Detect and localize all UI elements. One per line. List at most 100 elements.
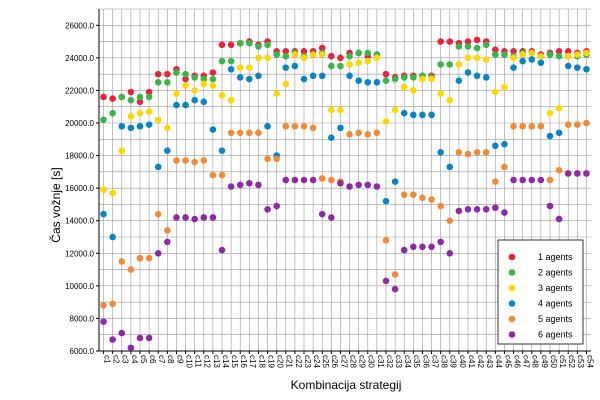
legend-label: 5 agents (538, 314, 573, 324)
x-tick-label: c42 (476, 355, 485, 368)
data-point (145, 93, 153, 101)
data-point (400, 83, 408, 91)
data-point (218, 92, 226, 99)
data-point (255, 54, 262, 62)
x-tick-label: c8 (166, 355, 175, 364)
data-point (437, 238, 444, 246)
x-tick-label: c34 (403, 355, 412, 368)
y-tick-label: 6000.0 (70, 347, 95, 356)
y-tick-label: 24000.0 (65, 54, 94, 63)
data-point (173, 214, 180, 221)
legend-marker (508, 253, 516, 261)
data-point (510, 54, 517, 62)
data-point (118, 147, 126, 154)
data-point (136, 98, 144, 106)
series-3 (100, 49, 590, 197)
data-point (300, 48, 308, 55)
data-point (574, 121, 581, 128)
data-point (455, 207, 463, 215)
legend-label: 2 agents (538, 268, 573, 278)
data-point (218, 41, 226, 49)
data-point (300, 75, 308, 83)
data-point (346, 183, 353, 190)
data-point (236, 64, 244, 71)
x-tick-label: c29 (358, 355, 367, 368)
data-point (355, 181, 362, 189)
data-point (100, 318, 107, 325)
data-point (282, 122, 290, 130)
data-point (419, 194, 426, 202)
data-point (446, 38, 454, 45)
data-point (510, 48, 517, 55)
x-tick-label: c1 (102, 355, 111, 364)
data-point (118, 93, 126, 101)
data-point (419, 75, 426, 83)
data-point (328, 52, 335, 60)
x-axis-title: Kombinacija strategij (291, 378, 402, 392)
data-point (227, 129, 235, 137)
x-tick-label: c4 (130, 355, 139, 364)
x-tick-label: c48 (531, 355, 540, 368)
data-point (273, 202, 280, 210)
data-point (546, 132, 554, 140)
x-tick-label: c17 (248, 355, 257, 368)
x-tick-label: c49 (540, 355, 549, 368)
data-point (482, 149, 490, 156)
data-point (583, 170, 590, 177)
data-point (482, 74, 490, 81)
x-tick-label: c14 (221, 355, 230, 368)
data-point (492, 178, 499, 185)
x-tick-label: c54 (585, 355, 594, 368)
data-point (574, 51, 581, 58)
y-tick-label: 12000.0 (65, 249, 94, 258)
y-tick-label: 20000.0 (65, 119, 94, 128)
data-point (127, 266, 135, 273)
x-tick-label: c13 (212, 355, 221, 368)
data-point (473, 36, 481, 44)
data-point (410, 243, 417, 251)
data-point (173, 101, 180, 109)
x-tick-label: c35 (412, 355, 421, 368)
data-point (300, 122, 308, 130)
data-point (482, 41, 490, 49)
data-point (501, 51, 508, 58)
data-point (246, 129, 253, 137)
data-point (255, 129, 262, 137)
data-points (100, 36, 590, 352)
y-tick-label: 8000.0 (70, 314, 95, 323)
data-point (455, 43, 463, 50)
data-point (246, 64, 253, 71)
data-point (337, 62, 344, 70)
data-point (446, 249, 454, 257)
data-point (127, 113, 135, 120)
series-4 (100, 56, 590, 241)
y-tick-label: 26000.0 (65, 21, 94, 30)
x-tick-label: c31 (376, 355, 385, 368)
data-point (537, 59, 545, 67)
data-point (136, 334, 144, 342)
data-point (428, 75, 435, 83)
data-point (391, 285, 399, 293)
data-point (382, 118, 390, 125)
data-point (264, 122, 271, 130)
data-point (410, 87, 417, 94)
data-point (291, 51, 299, 58)
series-6 (100, 170, 590, 352)
x-tick-label: c33 (394, 355, 403, 368)
axes (98, 9, 591, 352)
data-point (400, 246, 408, 254)
data-point (318, 44, 326, 52)
data-point (564, 52, 572, 60)
data-point (227, 41, 235, 49)
data-point (328, 134, 335, 141)
x-tick-label: c24 (312, 355, 321, 368)
data-point (337, 54, 344, 62)
data-point (173, 157, 180, 164)
data-point (382, 197, 390, 205)
data-point (455, 149, 463, 156)
data-point (546, 176, 554, 184)
data-point (355, 59, 362, 67)
data-point (282, 176, 290, 184)
data-point (118, 329, 126, 337)
data-point (382, 236, 390, 244)
